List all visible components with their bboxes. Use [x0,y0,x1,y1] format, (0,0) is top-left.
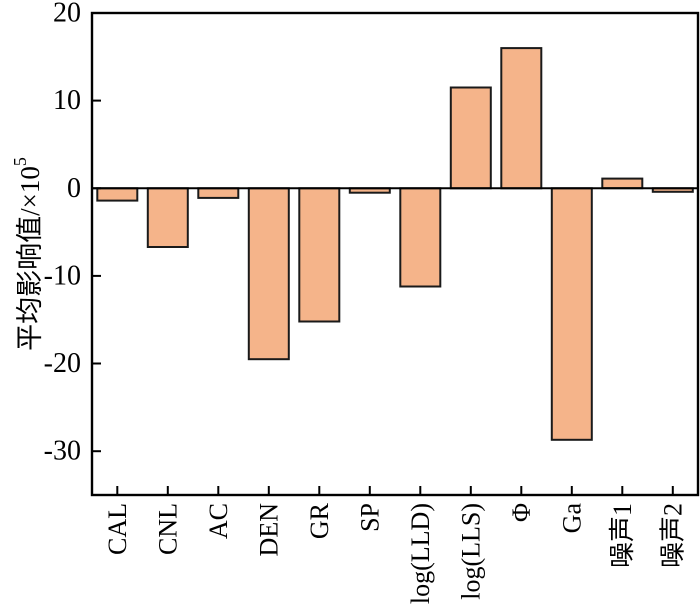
x-category-label: 噪声1 [608,503,637,568]
bar [247,187,290,361]
plot-frame [90,11,700,497]
bar [500,47,543,190]
bar [197,187,240,199]
y-axis-title: 平均影响值/×105 [10,157,45,351]
x-category-label: DEN [254,503,283,557]
x-category-label: AC [204,503,233,539]
bar [96,187,139,202]
bar [550,187,593,441]
x-category-label: Ga [557,503,586,534]
y-tick-label: -20 [44,348,81,379]
y-tick-label: 0 [67,173,81,204]
x-category-label: 噪声2 [658,503,687,568]
x-category-label: CAL [103,503,132,555]
x-category-label: Φ [507,503,536,522]
bar [298,187,341,323]
bar [601,177,644,190]
y-tick-label: -30 [44,436,81,467]
y-tick-label: 20 [53,0,81,29]
x-category-label: log(LLS) [456,503,485,600]
x-category-label: CNL [153,503,182,555]
bar [449,86,492,190]
x-category-label: SP [355,503,384,532]
y-tick-label: 10 [53,85,81,116]
bar [146,187,189,249]
x-category-label: log(LLD) [406,503,435,604]
y-tick-label: -10 [44,260,81,291]
x-category-label: GR [305,502,334,539]
bar [399,187,442,288]
